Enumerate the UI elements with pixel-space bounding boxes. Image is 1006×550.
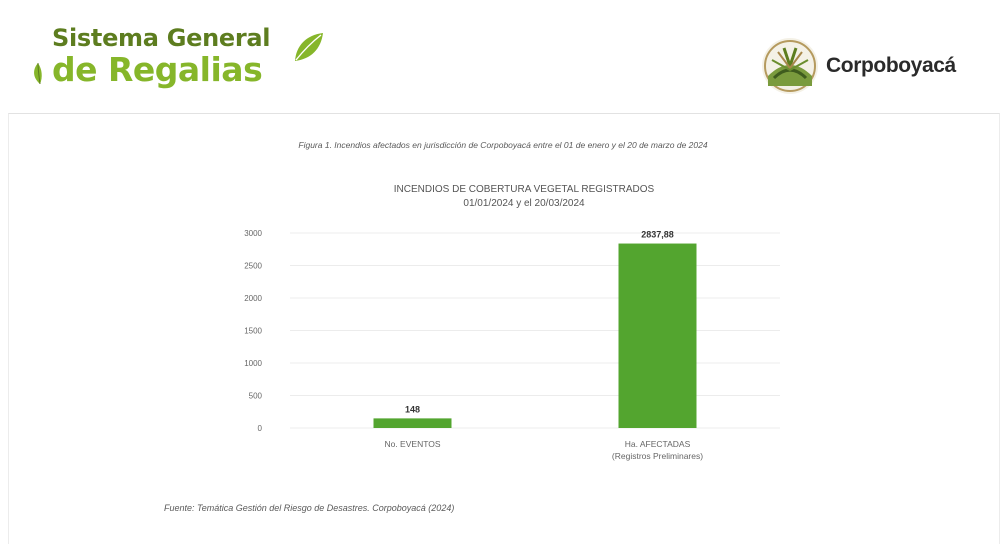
corpoboyaca-name: Corpoboyacá — [826, 54, 956, 77]
logo-text-line2: de Regalias — [52, 50, 263, 89]
logo-text-line1: Sistema General — [52, 24, 271, 52]
header: Sistema General de Regalias Corpoboyacá — [0, 0, 1006, 112]
figure-caption: Figura 1. Incendios afectados en jurisdi… — [298, 140, 708, 150]
leaf-icon — [295, 33, 323, 61]
corpoboyaca-logo: Corpoboyacá — [760, 36, 1000, 96]
sistema-general-regalias-logo: Sistema General de Regalias — [30, 20, 330, 100]
figure-source: Fuente: Temática Gestión del Riesgo de D… — [164, 503, 455, 513]
corpoboyaca-emblem-icon — [762, 38, 818, 94]
content-frame — [8, 113, 1000, 544]
leaf-icon — [34, 62, 42, 85]
